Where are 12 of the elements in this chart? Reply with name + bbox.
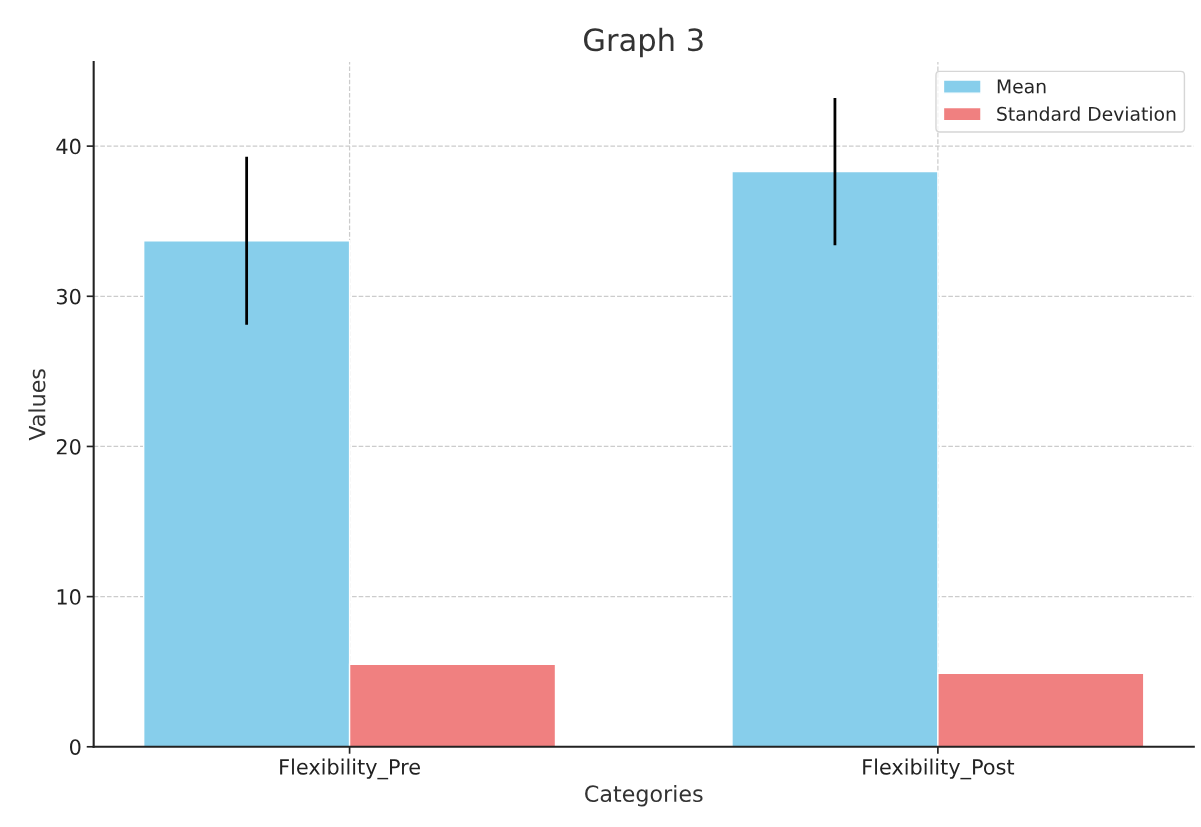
y-tick-label: 40 bbox=[56, 138, 81, 155]
y-tick-label: 10 bbox=[57, 589, 81, 605]
chart-title: Graph 3 bbox=[584, 27, 703, 58]
y-tick-label: 20 bbox=[56, 438, 81, 455]
y-tick-label: 30 bbox=[56, 288, 81, 305]
x-tick-label: Flexibility_Post bbox=[863, 758, 1015, 780]
y-tick-label: 0 bbox=[69, 739, 81, 755]
legend-label: Standard Deviation bbox=[997, 106, 1176, 121]
legend-label: Mean bbox=[997, 79, 1046, 94]
y-axis-title: Values bbox=[28, 369, 46, 441]
x-tick-label: Flexibility_Pre bbox=[280, 758, 420, 780]
x-axis-title: Categories bbox=[585, 784, 703, 807]
